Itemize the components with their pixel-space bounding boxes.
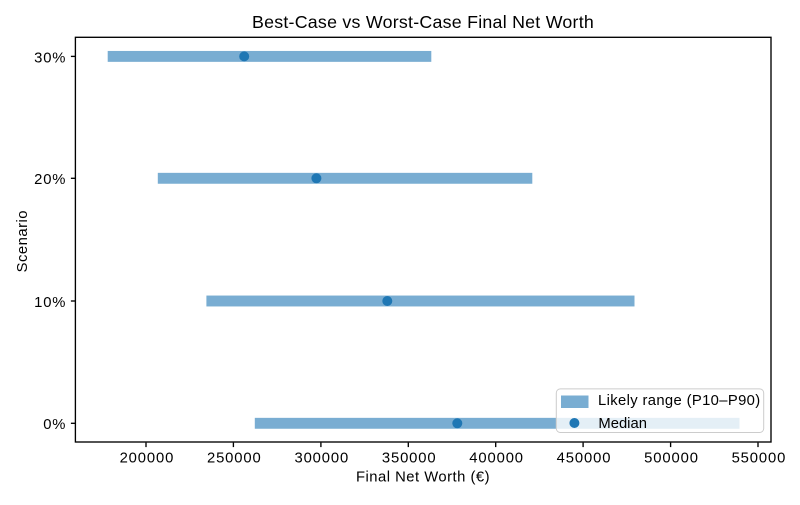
svg-text:30%: 30%: [34, 50, 66, 66]
svg-text:0%: 0%: [43, 417, 66, 433]
svg-text:10%: 10%: [34, 295, 66, 311]
svg-text:20%: 20%: [34, 172, 66, 188]
svg-text:Best-Case vs Worst-Case Final: Best-Case vs Worst-Case Final Net Worth: [252, 12, 594, 32]
svg-text:200000: 200000: [120, 450, 175, 466]
svg-text:Likely range (P10–P90): Likely range (P10–P90): [598, 393, 761, 409]
svg-text:Scenario: Scenario: [15, 210, 31, 272]
svg-text:300000: 300000: [294, 450, 349, 466]
svg-text:550000: 550000: [732, 450, 787, 466]
svg-text:400000: 400000: [469, 450, 524, 466]
svg-text:500000: 500000: [644, 450, 699, 466]
svg-text:Median: Median: [598, 416, 647, 432]
svg-text:Final Net Worth (€): Final Net Worth (€): [356, 470, 490, 486]
svg-text:350000: 350000: [382, 450, 437, 466]
svg-text:250000: 250000: [207, 450, 262, 466]
svg-text:450000: 450000: [557, 450, 612, 466]
